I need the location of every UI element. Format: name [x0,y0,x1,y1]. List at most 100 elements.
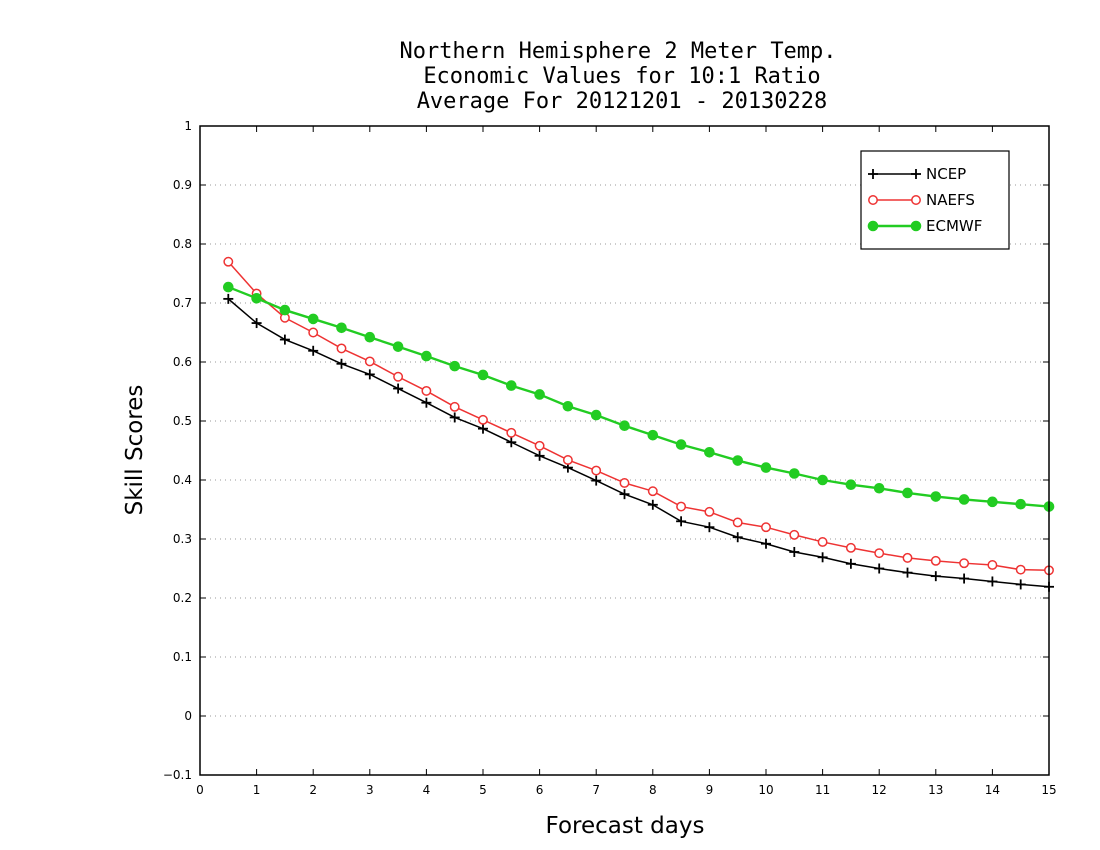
ncep-point [223,293,234,304]
x-tick-label: 2 [309,783,317,797]
x-tick-label: 6 [536,783,544,797]
naefs-point [336,343,347,354]
naefs-point [619,478,630,488]
legend-marker-ncep [911,169,921,179]
x-tick-label: 11 [815,783,830,797]
naefs-point [761,522,771,533]
series-naefs [223,256,1054,576]
ncep-point [959,573,970,584]
ncep-point [732,532,743,543]
x-tick-label: 4 [423,783,431,797]
ecmwf-point [789,468,800,479]
ecmwf-point [845,479,857,491]
ecmwf-point [732,455,744,466]
y-tick-label: 0.5 [173,414,192,428]
legend-item-ecmwf: ECMWF [867,217,982,235]
ecmwf-point [421,350,432,362]
title-line-3: Average For 20121201 - 20130228 [417,89,828,114]
ncep-line [227,298,1050,588]
legend-marker-ecmwf [867,220,879,232]
ecmwf-point [873,482,885,494]
y-tick-label: 0.7 [173,296,192,310]
title-line-1: Northern Hemisphere 2 Meter Temp. [399,39,836,64]
naefs-point [1015,564,1026,575]
x-tick-label: 5 [479,783,487,797]
y-axis-label: Skill Scores [122,385,148,516]
ecmwf-point [562,400,574,412]
ecmwf-point [307,313,319,325]
naefs-point [478,414,488,425]
x-axis-label: Forecast days [546,813,705,839]
chart-title: Northern Hemisphere 2 Meter Temp. Econom… [399,39,836,114]
ecmwf-point [590,409,602,421]
ncep-point [534,450,545,461]
ncep-point [364,369,375,380]
naefs-point [449,401,460,412]
legend-marker-ncep [868,169,878,179]
ecmwf-point [675,439,687,450]
y-tick-label: 0.2 [173,591,192,605]
y-tick-label: 0.3 [173,532,192,546]
ecmwf-point [251,292,262,304]
ncep-point [1015,579,1026,590]
naefs-point [874,548,885,559]
legend-item-naefs: NAEFS [868,191,975,209]
y-tick-label: 0.6 [173,355,192,369]
y-tick-label: 0.4 [173,473,192,487]
ncep-point [874,563,885,574]
series-ncep [223,293,1054,592]
ncep-point [279,334,290,345]
naefs-point [506,427,517,438]
x-tick-label: 15 [1041,783,1056,797]
ecmwf-point [958,494,970,505]
ecmwf-point [1015,498,1027,510]
naefs-point [647,486,658,497]
ncep-point [506,437,517,448]
x-tick-label: 13 [928,783,943,797]
series-ecmwf [223,281,1055,512]
x-tick-label: 10 [758,783,773,797]
ecmwf-point [336,322,347,334]
ncep-point [987,576,998,587]
legend: NCEP NAEFS ECMWF [860,150,1010,250]
x-tick-label: 3 [366,783,374,797]
ncep-point [251,318,262,329]
legend-item-ncep: NCEP [868,165,966,183]
ncep-point [591,475,602,486]
x-tick-label: 0 [196,783,204,797]
grid-layer [200,184,1049,717]
plot-frame [199,125,1050,776]
legend-label-ncep: NCEP [926,165,966,183]
ecmwf-point [930,491,942,502]
naefs-point [676,501,687,512]
ecmwf-point [534,389,545,400]
ncep-point [761,538,771,549]
legend-marker-naefs [868,195,878,205]
ncep-point [845,558,856,569]
ncep-point [704,522,715,533]
ncep-point [478,423,488,434]
naefs-point [930,555,941,566]
naefs-point [732,517,743,528]
ecmwf-line [227,285,1050,508]
ecmwf-point [223,281,234,293]
x-tick-label: 9 [706,783,714,797]
ecmwf-point [817,474,828,486]
y-tick-label: 0.1 [173,650,192,664]
ecmwf-point [704,446,715,458]
x-tick-label: 14 [985,783,1000,797]
naefs-point [421,385,432,396]
y-tick-label: 0 [184,709,192,723]
naefs-point [817,537,828,547]
naefs-point [364,356,375,367]
naefs-point [223,256,234,267]
naefs-point [308,327,319,338]
ncep-point [817,552,828,563]
ncep-point [676,516,687,527]
y-tick-label: 0.9 [173,178,192,192]
axis-layer: −0.100.10.20.30.40.50.60.70.80.910 1 2 3 4 5 6… [163,119,1057,797]
naefs-point [789,529,800,540]
ecmwf-point [279,304,291,316]
ecmwf-point [760,462,772,473]
x-tick-label: 12 [872,783,887,797]
